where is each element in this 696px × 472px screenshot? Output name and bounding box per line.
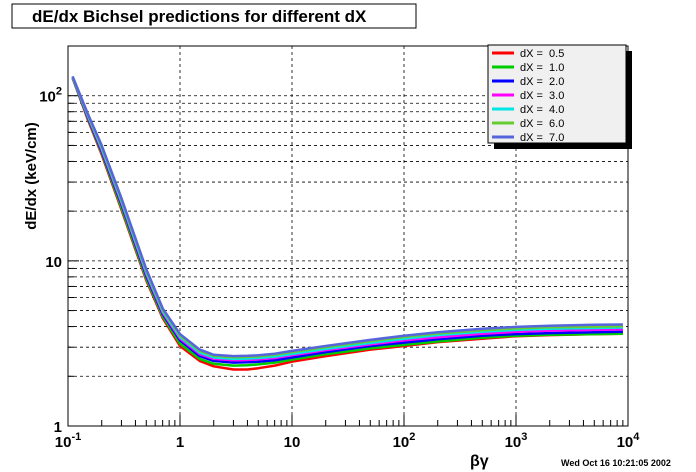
- y-axis-title: dE/dx (keV/cm): [23, 122, 40, 230]
- timestamp: Wed Oct 16 10:21:05 2002: [561, 458, 671, 468]
- chart-title-box: dE/dx Bichsel predictions for different …: [11, 3, 417, 29]
- legend-label-2: dX = 2.0: [520, 76, 564, 88]
- x-axis-title: βγ: [470, 453, 489, 470]
- legend-label-1: dX = 1.0: [520, 62, 564, 74]
- legend-label-5: dX = 6.0: [520, 118, 564, 130]
- legend: dX = 0.5 dX = 1.0 dX = 2.0 dX = 3.0 dX = 4.0…: [487, 44, 632, 149]
- x-tick-labels: 10-1 1 10 102 103 104: [55, 431, 641, 451]
- x-tick-label-5: 104: [617, 431, 641, 451]
- x-tick-label-4: 103: [505, 431, 528, 451]
- y-tick-label-0: 1: [54, 419, 62, 436]
- y-tick-label-1: 10: [45, 254, 62, 271]
- x-tick-label-0: 10-1: [55, 431, 81, 451]
- legend-label-6: dX = 7.0: [520, 132, 564, 144]
- x-tick-label-3: 102: [393, 431, 416, 451]
- series-lines: [71, 75, 623, 371]
- y-tick-labels: 1 10 102: [39, 86, 62, 436]
- axis-ticks: [67, 45, 629, 427]
- x-tick-label-2: 10: [284, 434, 301, 451]
- legend-label-4: dX = 4.0: [520, 104, 564, 116]
- series-line-6: [71, 75, 623, 358]
- chart-title: dE/dx Bichsel predictions for different …: [32, 7, 367, 26]
- x-tick-label-1: 1: [176, 434, 184, 451]
- y-tick-label-2: 102: [39, 86, 62, 106]
- legend-label-3: dX = 3.0: [520, 90, 564, 102]
- legend-label-0: dX = 0.5: [520, 48, 564, 60]
